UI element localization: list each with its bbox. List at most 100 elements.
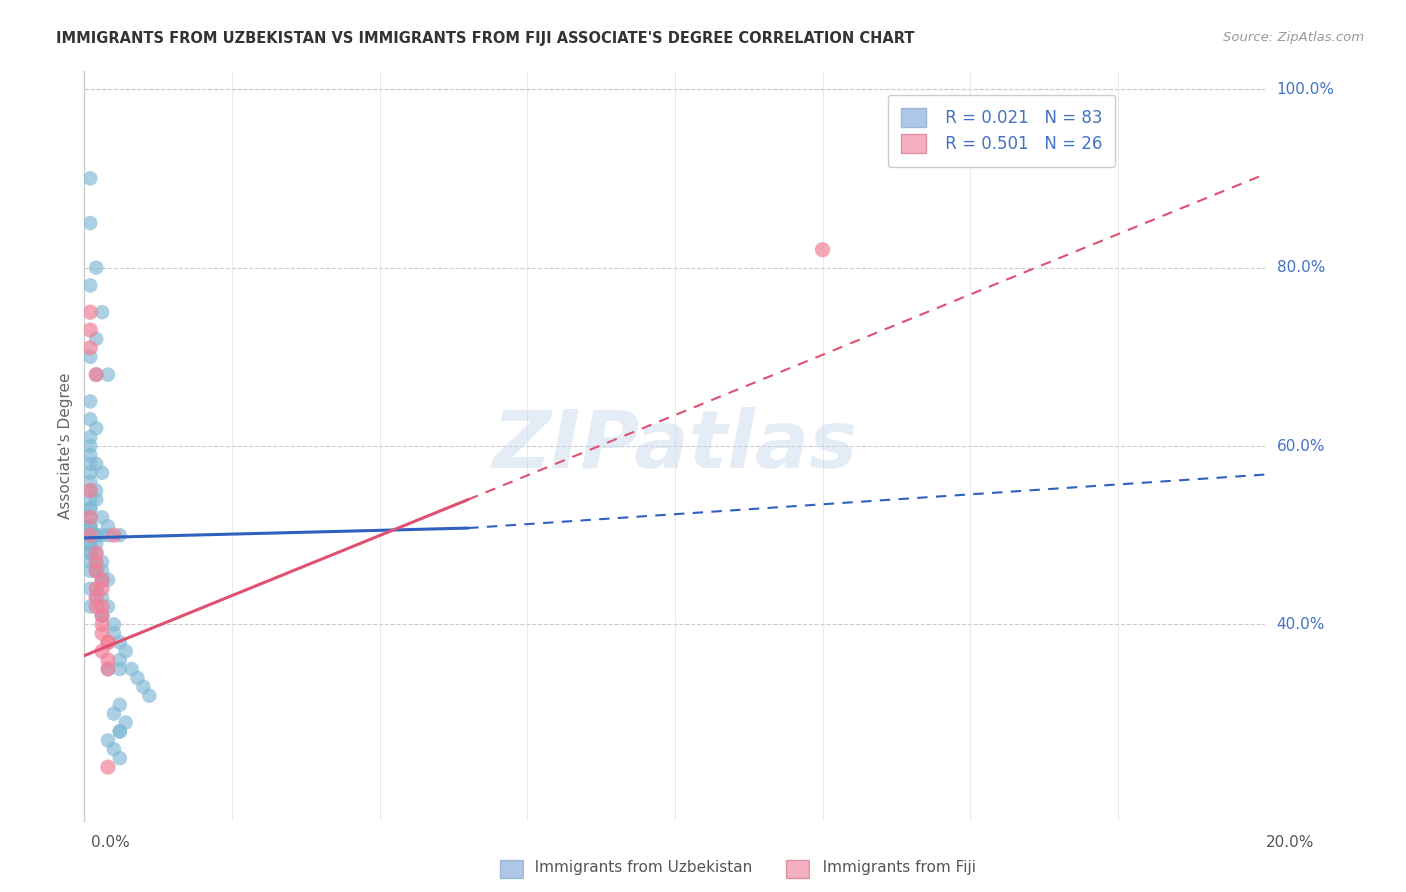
Point — [108, 724, 131, 739]
Point — [91, 466, 114, 480]
Point — [97, 760, 120, 774]
Point — [91, 608, 114, 623]
Point — [79, 599, 101, 614]
Point — [84, 582, 107, 596]
Point — [79, 439, 101, 453]
Text: 0.0%: 0.0% — [91, 836, 131, 850]
Point — [103, 528, 125, 542]
Text: 40.0%: 40.0% — [1277, 617, 1324, 632]
Point — [79, 171, 101, 186]
Text: 20.0%: 20.0% — [1267, 836, 1315, 850]
Point — [114, 644, 136, 658]
Point — [91, 608, 114, 623]
Point — [84, 582, 107, 596]
Point — [79, 483, 101, 498]
Point — [97, 662, 120, 676]
Point — [811, 243, 834, 257]
Point — [97, 662, 120, 676]
Point — [79, 412, 101, 426]
Point — [79, 323, 101, 337]
Point — [79, 483, 101, 498]
Point — [84, 564, 107, 578]
Y-axis label: Associate's Degree: Associate's Degree — [58, 373, 73, 519]
Point — [84, 564, 107, 578]
Point — [79, 457, 101, 471]
Point — [84, 492, 107, 507]
Point — [79, 501, 101, 516]
Point — [103, 706, 125, 721]
Point — [132, 680, 155, 694]
FancyBboxPatch shape — [786, 860, 808, 878]
Point — [103, 626, 125, 640]
Point — [108, 528, 131, 542]
Point — [79, 528, 101, 542]
Text: Immigrants from Uzbekistan: Immigrants from Uzbekistan — [520, 860, 752, 874]
Point — [97, 635, 120, 649]
Point — [91, 599, 114, 614]
Point — [79, 278, 101, 293]
Point — [84, 555, 107, 569]
Point — [79, 519, 101, 533]
Point — [79, 430, 101, 444]
Point — [79, 528, 101, 542]
Point — [84, 546, 107, 560]
Point — [91, 528, 114, 542]
Point — [127, 671, 149, 685]
Point — [79, 501, 101, 516]
Point — [84, 457, 107, 471]
Point — [91, 573, 114, 587]
Point — [108, 635, 131, 649]
Point — [79, 564, 101, 578]
Text: 100.0%: 100.0% — [1277, 82, 1334, 96]
Point — [79, 492, 101, 507]
Point — [91, 573, 114, 587]
Point — [79, 546, 101, 560]
Point — [79, 466, 101, 480]
Point — [97, 528, 120, 542]
Point — [79, 448, 101, 462]
Point — [79, 582, 101, 596]
Point — [84, 368, 107, 382]
Point — [84, 483, 107, 498]
Point — [121, 662, 143, 676]
Point — [79, 510, 101, 524]
Point — [79, 394, 101, 409]
Point — [97, 519, 120, 533]
Point — [97, 635, 120, 649]
Point — [97, 573, 120, 587]
Point — [108, 662, 131, 676]
Point — [79, 555, 101, 569]
Point — [79, 537, 101, 551]
Point — [79, 528, 101, 542]
Point — [79, 350, 101, 364]
Point — [108, 724, 131, 739]
Point — [79, 519, 101, 533]
Text: Immigrants from Fiji: Immigrants from Fiji — [808, 860, 976, 874]
Point — [108, 698, 131, 712]
Point — [84, 591, 107, 605]
Point — [103, 742, 125, 756]
Text: Source: ZipAtlas.com: Source: ZipAtlas.com — [1223, 31, 1364, 45]
Point — [84, 260, 107, 275]
Point — [84, 591, 107, 605]
Text: IMMIGRANTS FROM UZBEKISTAN VS IMMIGRANTS FROM FIJI ASSOCIATE'S DEGREE CORRELATIO: IMMIGRANTS FROM UZBEKISTAN VS IMMIGRANTS… — [56, 31, 915, 46]
Point — [97, 368, 120, 382]
Point — [138, 689, 160, 703]
Point — [79, 519, 101, 533]
Point — [84, 528, 107, 542]
Point — [79, 475, 101, 489]
FancyBboxPatch shape — [501, 860, 523, 878]
Point — [84, 528, 107, 542]
Point — [91, 582, 114, 596]
Point — [91, 626, 114, 640]
Text: 80.0%: 80.0% — [1277, 260, 1324, 275]
Point — [91, 591, 114, 605]
Point — [97, 733, 120, 747]
Point — [97, 653, 120, 667]
Point — [91, 617, 114, 632]
Point — [79, 546, 101, 560]
Point — [79, 510, 101, 524]
Point — [91, 644, 114, 658]
Text: ZIPatlas: ZIPatlas — [492, 407, 858, 485]
Point — [79, 537, 101, 551]
